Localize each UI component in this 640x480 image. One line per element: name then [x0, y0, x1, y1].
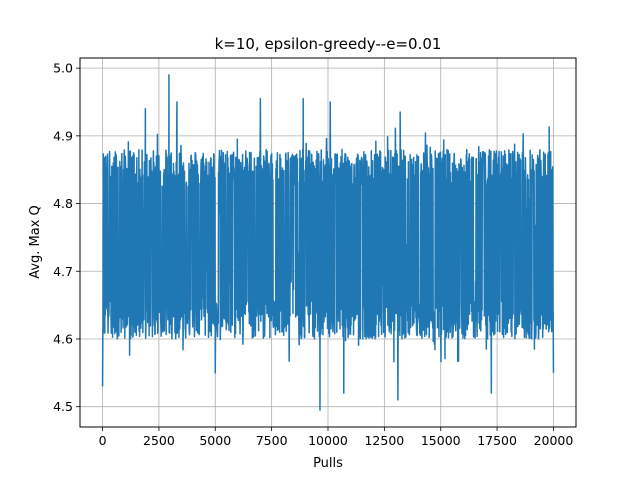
x-tick-label: 17500	[477, 433, 517, 448]
y-tick-label: 4.9	[53, 128, 73, 143]
x-axis-label: Pulls	[313, 456, 343, 471]
y-tick-label: 4.6	[53, 331, 73, 346]
x-tick-label: 2500	[143, 433, 175, 448]
y-tick-label: 5.0	[53, 61, 73, 76]
x-axis: 0 2500 5000 7500 10000 12500 15000 17500 20000	[99, 427, 574, 448]
x-tick-label: 5000	[199, 433, 231, 448]
data-series-line	[101, 74, 555, 411]
y-axis-label: Avg. Max Q	[28, 205, 43, 279]
y-tick-label: 4.5	[53, 399, 73, 414]
y-tick-label: 4.8	[53, 196, 73, 211]
chart-title: k=10, epsilon-greedy--e=0.01	[215, 35, 442, 53]
x-tick-label: 10000	[308, 433, 348, 448]
y-axis: 4.5 4.6 4.7 4.8 4.9 5.0	[53, 61, 80, 414]
x-tick-label: 12500	[364, 433, 404, 448]
y-tick-label: 4.7	[53, 264, 73, 279]
x-tick-label: 7500	[256, 433, 288, 448]
x-tick-label: 0	[99, 433, 107, 448]
x-tick-label: 20000	[534, 433, 574, 448]
x-tick-label: 15000	[421, 433, 461, 448]
